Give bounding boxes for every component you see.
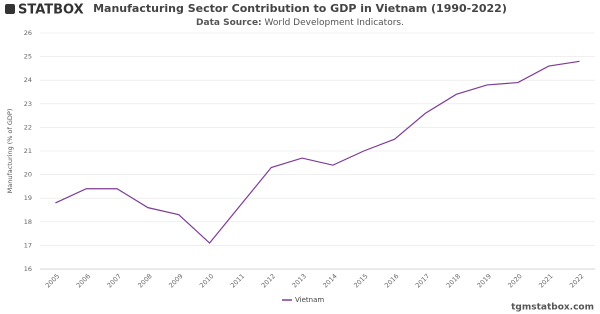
y-axis-label: Manufacturing (% of GDP) (6, 109, 14, 194)
x-tick-label: 2010 (198, 272, 215, 289)
footer: tgmstatbox.com (511, 303, 594, 313)
y-tick-label: 21 (24, 147, 32, 155)
y-tick-label: 20 (24, 171, 32, 179)
logo-text: STATBOX (18, 3, 84, 18)
y-tick-label: 22 (24, 123, 32, 131)
x-tick-label: 2020 (506, 272, 523, 289)
x-tick-label: 2009 (167, 272, 184, 289)
logo: STATBOX (5, 3, 84, 18)
y-tick-label: 17 (24, 241, 32, 249)
y-tick-label: 24 (24, 76, 32, 84)
y-tick-label: 23 (24, 100, 32, 108)
y-tick-label: 26 (24, 29, 32, 37)
subtitle-label: Data Source: (196, 18, 262, 28)
chart-subtitle: Data Source: World Development Indicator… (196, 18, 404, 28)
y-tick-label: 19 (24, 194, 32, 202)
x-tick-label: 2014 (321, 272, 338, 289)
x-tick-label: 2012 (260, 272, 277, 289)
x-tick-label: 2018 (445, 272, 462, 289)
y-tick-label: 18 (24, 218, 32, 226)
x-tick-label: 2021 (537, 272, 554, 289)
x-tick-label: 2006 (75, 272, 92, 289)
x-tick-label: 2008 (136, 272, 153, 289)
x-tick-label: 2022 (568, 272, 585, 289)
x-tick-label: 2005 (44, 272, 61, 289)
x-tick-label: 2013 (291, 272, 308, 289)
x-tick-label: 2011 (229, 272, 246, 289)
chart-title: Manufacturing Sector Contribution to GDP… (93, 2, 507, 15)
x-tick-label: 2017 (414, 272, 431, 289)
x-tick-label: 2016 (383, 272, 400, 289)
line (55, 60, 580, 244)
x-tick-label: 2015 (352, 272, 369, 289)
y-tick-label: 16 (24, 265, 32, 273)
logo-icon (5, 4, 15, 14)
x-tick-label: 2007 (106, 272, 123, 289)
legend-label: Vietnam (295, 296, 324, 304)
subtitle-source: World Development Indicators. (265, 18, 404, 28)
y-tick-label: 25 (24, 53, 32, 61)
x-tick-label: 2019 (476, 272, 493, 289)
